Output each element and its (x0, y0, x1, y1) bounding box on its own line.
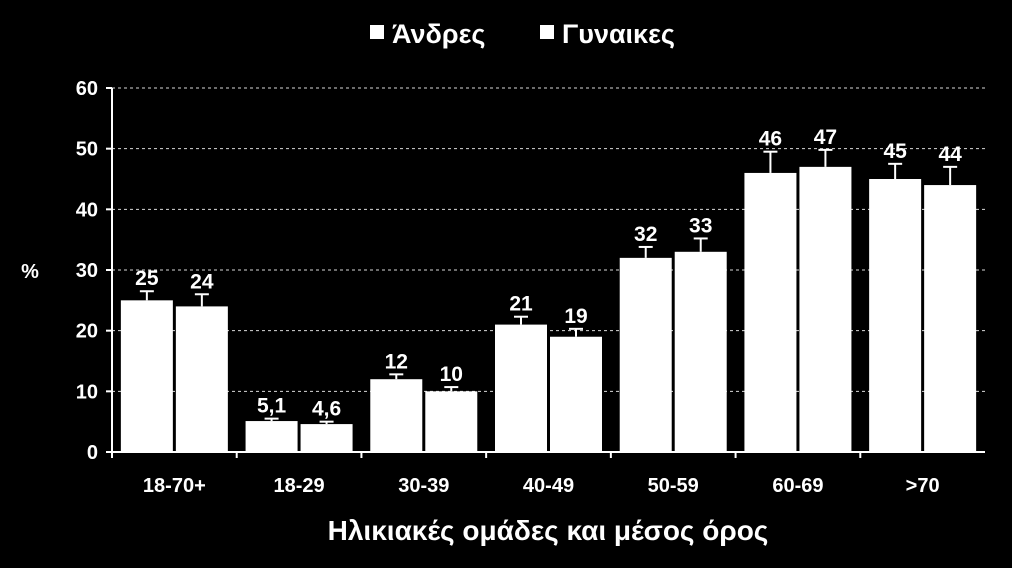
bar-andres (245, 421, 298, 452)
x-tick-label: 50-59 (648, 475, 699, 497)
data-label: 25 (135, 267, 159, 290)
legend-swatch (540, 25, 554, 39)
bar-andres (120, 300, 173, 452)
bar-gynaikes (425, 391, 478, 452)
x-tick-label: 40-49 (523, 475, 574, 497)
data-label: 33 (689, 214, 712, 237)
y-tick-label: 50 (76, 139, 98, 161)
y-tick-label: 30 (76, 260, 98, 282)
x-tick-label: 18-29 (273, 475, 324, 497)
y-tick-label: 40 (76, 199, 98, 221)
data-label: 32 (634, 223, 657, 246)
data-label: 44 (938, 143, 962, 166)
data-label: 4,6 (312, 398, 341, 421)
legend-label: Γυναικες (562, 19, 675, 49)
bar-gynaikes (674, 251, 727, 452)
y-axis-label: % (21, 261, 39, 283)
bar-gynaikes (300, 424, 353, 452)
bar-andres (495, 324, 547, 452)
data-label: 12 (385, 350, 408, 373)
bar-gynaikes (550, 336, 602, 452)
y-tick-label: 20 (76, 321, 98, 343)
y-tick-label: 10 (76, 381, 98, 403)
x-tick-label: >70 (906, 475, 940, 497)
bar-andres (370, 379, 423, 452)
x-tick-label: 60-69 (772, 475, 823, 497)
data-label: 47 (814, 126, 837, 149)
data-label: 21 (509, 293, 533, 316)
data-label: 10 (440, 363, 463, 386)
legend-swatch (370, 25, 384, 39)
bar-gynaikes (175, 306, 228, 452)
data-label: 46 (759, 128, 782, 151)
y-tick-label: 60 (76, 78, 98, 100)
bar-andres (869, 179, 922, 452)
x-tick-label: 18-70+ (143, 475, 206, 497)
bar-andres (619, 257, 672, 452)
data-label: 24 (190, 270, 214, 293)
x-tick-label: 30-39 (398, 475, 449, 497)
y-tick-label: 0 (87, 442, 98, 464)
legend-label: Άνδρες (392, 19, 485, 49)
bar-gynaikes (799, 166, 852, 452)
data-label: 19 (564, 305, 587, 328)
bar-andres (744, 172, 797, 452)
data-label: 5,1 (257, 395, 287, 418)
bar-gynaikes (924, 185, 977, 453)
x-axis-label: Ηλικιακές ομάδες και μέσος όρος (328, 515, 769, 546)
data-label: 45 (883, 140, 907, 163)
